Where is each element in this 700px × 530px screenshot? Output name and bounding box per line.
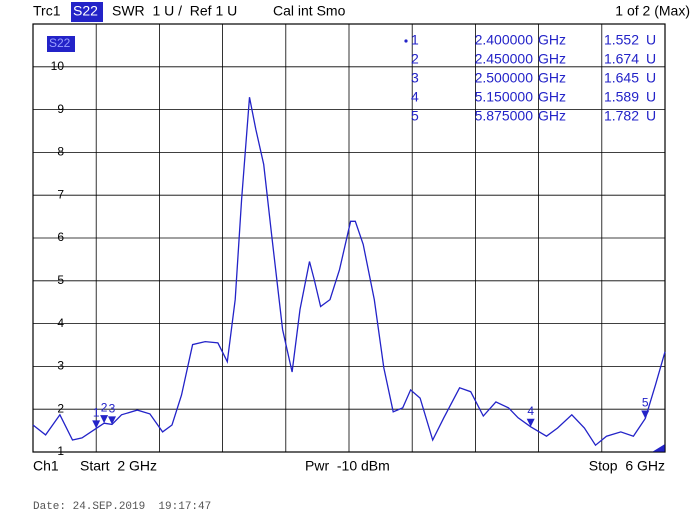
marker-label: 1 [93, 406, 100, 420]
y-tick-label: 6 [57, 230, 64, 244]
y-tick-label: 9 [57, 102, 64, 116]
y-tick-label: 7 [57, 187, 64, 201]
marker-freq-unit: GHz [538, 32, 566, 48]
marker-triangle [526, 418, 535, 427]
markers: 11 2.400000 GHz 1.552 U22 2.450000 GHz 1.674 U33… [92, 32, 656, 429]
marker-freq: 5.875000 [475, 108, 534, 124]
trace-name: Trc1 [33, 3, 61, 19]
marker-value: 1.645 [604, 70, 639, 86]
y-tick-label: 4 [57, 316, 64, 330]
marker-value-unit: U [646, 70, 656, 86]
marker-label: 2 [101, 400, 108, 414]
marker-value: 1.589 [604, 89, 639, 105]
stop-freq: Stop 6 GHz [589, 458, 665, 474]
marker-freq: 2.400000 [475, 32, 534, 48]
page-indicator: 1 of 2 (Max) [615, 3, 690, 19]
y-tick-label: 2 [57, 401, 64, 415]
marker-label: 4 [527, 404, 534, 418]
y-tick-label: 5 [57, 273, 64, 287]
marker-id: 4 [411, 89, 419, 105]
marker-value-unit: U [646, 89, 656, 105]
cal-status: Cal int Smo [273, 3, 346, 19]
marker-freq-unit: GHz [538, 89, 566, 105]
y-tick-label: 8 [57, 145, 64, 159]
marker-value-unit: U [646, 108, 656, 124]
marker-value: 1.674 [604, 51, 639, 67]
y-tick-label: 3 [57, 359, 64, 373]
marker-value-unit: U [646, 32, 656, 48]
marker-triangle [92, 420, 101, 429]
format: SWR 1 U / Ref 1 U [112, 3, 237, 19]
marker-value-unit: U [646, 51, 656, 67]
marker-triangle [100, 415, 109, 424]
marker-label: 3 [109, 402, 116, 416]
marker-id: 3 [411, 70, 419, 86]
timestamp: Date: 24.SEP.2019 19:17:47 [33, 501, 211, 513]
marker-value: 1.552 [604, 32, 639, 48]
trace-param: S22 [73, 3, 98, 19]
marker-freq-unit: GHz [538, 51, 566, 67]
marker-freq-unit: GHz [538, 70, 566, 86]
active-marker-dot [404, 39, 408, 43]
trace-box-label: S22 [49, 36, 71, 50]
trace-highlight [71, 2, 103, 22]
edge-indicator [652, 444, 665, 452]
y-tick-label: 1 [57, 444, 64, 458]
trace-line [32, 97, 666, 447]
marker-triangle [108, 416, 116, 425]
channel: Ch1 [33, 458, 59, 474]
marker-id: 1 [411, 32, 419, 48]
power: Pwr -10 dBm [305, 458, 390, 474]
marker-freq: 5.150000 [475, 89, 534, 105]
marker-freq: 2.450000 [475, 51, 534, 67]
marker-freq-unit: GHz [538, 108, 566, 124]
marker-triangle [641, 410, 650, 419]
marker-id: 2 [411, 51, 419, 67]
marker-label: 5 [642, 396, 649, 410]
start-freq: Start 2 GHz [80, 458, 157, 474]
marker-value: 1.782 [604, 108, 639, 124]
marker-freq: 2.500000 [475, 70, 534, 86]
trace-box [47, 36, 75, 52]
y-tick-label: 10 [51, 59, 65, 73]
marker-id: 5 [411, 108, 419, 124]
